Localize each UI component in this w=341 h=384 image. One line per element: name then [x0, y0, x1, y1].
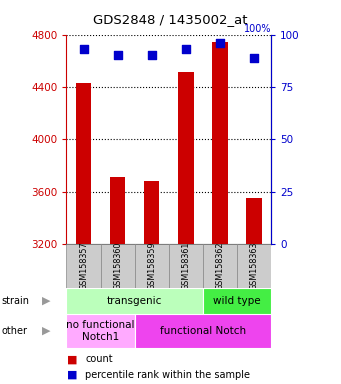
- Text: count: count: [85, 354, 113, 364]
- Text: other: other: [2, 326, 28, 336]
- Bar: [169, 244, 203, 288]
- Bar: [178, 73, 194, 244]
- Bar: [237, 244, 271, 288]
- Text: GDS2848 / 1435002_at: GDS2848 / 1435002_at: [93, 13, 248, 26]
- Text: ■: ■: [66, 370, 77, 380]
- Text: ▶: ▶: [42, 296, 50, 306]
- Bar: [203, 288, 271, 314]
- Text: GSM158360: GSM158360: [113, 242, 122, 290]
- Bar: [66, 314, 135, 348]
- Text: percentile rank within the sample: percentile rank within the sample: [85, 370, 250, 380]
- Bar: [135, 244, 169, 288]
- Bar: [66, 288, 203, 314]
- Point: [217, 40, 223, 46]
- Point: [251, 55, 257, 61]
- Bar: [66, 244, 101, 288]
- Text: GSM158362: GSM158362: [216, 242, 224, 290]
- Bar: [246, 198, 262, 244]
- Text: GSM158361: GSM158361: [181, 242, 190, 290]
- Bar: [76, 83, 91, 244]
- Bar: [110, 177, 125, 244]
- Text: wild type: wild type: [213, 296, 261, 306]
- Point: [149, 52, 154, 58]
- Text: ■: ■: [66, 354, 77, 364]
- Bar: [212, 42, 228, 244]
- Bar: [101, 244, 135, 288]
- Bar: [135, 314, 271, 348]
- Text: no functional
Notch1: no functional Notch1: [66, 320, 135, 342]
- Text: ▶: ▶: [42, 326, 50, 336]
- Text: GSM158363: GSM158363: [250, 242, 258, 290]
- Text: strain: strain: [2, 296, 30, 306]
- Point: [81, 46, 86, 52]
- Bar: [203, 244, 237, 288]
- Bar: [144, 181, 159, 244]
- Text: GSM158359: GSM158359: [147, 242, 156, 290]
- Point: [115, 52, 120, 58]
- Text: functional Notch: functional Notch: [160, 326, 246, 336]
- Text: GSM158357: GSM158357: [79, 242, 88, 290]
- Text: 100%: 100%: [243, 23, 271, 33]
- Point: [183, 46, 189, 52]
- Text: transgenic: transgenic: [107, 296, 162, 306]
